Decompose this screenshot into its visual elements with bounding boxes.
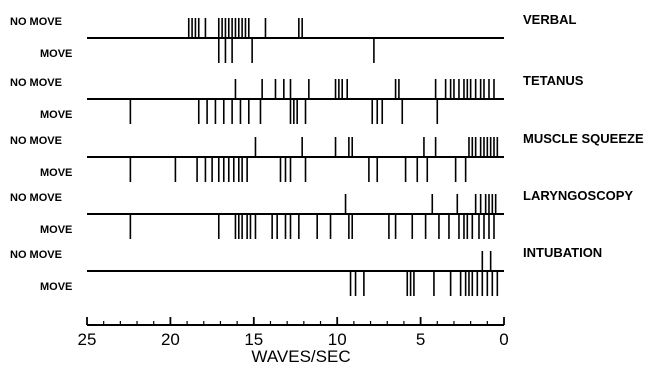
move-label: MOVE bbox=[40, 48, 72, 60]
stimulus-panel-intubation: NO MOVE MOVE INTUBATION bbox=[10, 245, 602, 296]
x-axis-label: WAVES/SEC bbox=[251, 347, 350, 366]
x-tick-label: 5 bbox=[416, 330, 425, 349]
no-move-label: NO MOVE bbox=[10, 135, 62, 147]
no-move-label: NO MOVE bbox=[10, 16, 62, 28]
stimulus-panel-muscle-squeeze: NO MOVE MOVE MUSCLE SQUEEZE bbox=[10, 131, 644, 182]
x-tick-label: 0 bbox=[499, 330, 508, 349]
stimulus-label: MUSCLE SQUEEZE bbox=[523, 131, 644, 146]
move-label: MOVE bbox=[40, 224, 72, 236]
no-move-label: NO MOVE bbox=[10, 249, 62, 261]
no-move-label: NO MOVE bbox=[10, 192, 62, 204]
stimulus-panel-tetanus: NO MOVE MOVE TETANUS bbox=[10, 73, 584, 124]
move-label: MOVE bbox=[40, 281, 72, 293]
stimulus-label: TETANUS bbox=[523, 73, 584, 88]
x-tick-label: 10 bbox=[328, 330, 347, 349]
move-label: MOVE bbox=[40, 167, 72, 179]
x-axis: 25 20 15 10 5 0 bbox=[78, 317, 509, 349]
x-tick-label: 15 bbox=[244, 330, 263, 349]
x-tick-label: 20 bbox=[161, 330, 180, 349]
stimulus-panel-verbal: NO MOVE MOVE VERBAL bbox=[10, 12, 577, 63]
no-move-label: NO MOVE bbox=[10, 77, 62, 89]
stimulus-panel-laryngoscopy: NO MOVE MOVE LARYNGOSCOPY bbox=[10, 188, 633, 239]
stimulus-label: INTUBATION bbox=[523, 245, 602, 260]
x-tick-label: 25 bbox=[78, 330, 97, 349]
move-label: MOVE bbox=[40, 109, 72, 121]
stimulus-label: LARYNGOSCOPY bbox=[523, 188, 633, 203]
stimulus-label: VERBAL bbox=[523, 12, 577, 27]
